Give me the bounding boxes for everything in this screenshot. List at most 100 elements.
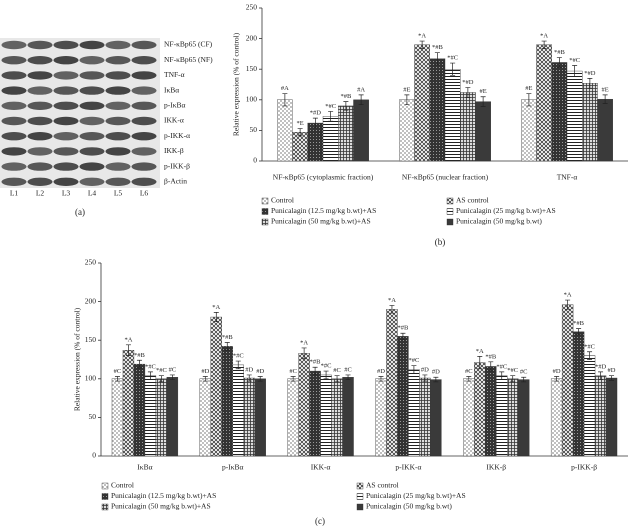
error-bar xyxy=(400,332,406,340)
error-bar xyxy=(587,351,593,360)
blot-band xyxy=(1,56,27,65)
x-tick-label: p-IKK-β xyxy=(571,463,597,472)
error-bar xyxy=(480,96,486,107)
annotation: *#C xyxy=(156,367,167,374)
annotation: *#B xyxy=(222,334,234,341)
y-tick-label: 150 xyxy=(85,335,97,344)
error-bar xyxy=(602,94,608,104)
annotation: #C xyxy=(333,367,341,374)
blot-band xyxy=(105,40,131,50)
blot-band xyxy=(105,56,131,65)
error-bar xyxy=(343,101,349,111)
error-bar xyxy=(554,376,560,382)
error-bar xyxy=(312,117,318,129)
y-tick-label: 200 xyxy=(85,296,97,305)
legend-swatch xyxy=(101,503,109,511)
blot-band xyxy=(105,162,131,171)
blot-band xyxy=(1,177,27,186)
lane-label: L3 xyxy=(62,189,71,198)
error-bar xyxy=(158,375,164,383)
error-bar xyxy=(378,376,384,382)
annotation: #E xyxy=(403,86,410,93)
bar xyxy=(460,92,476,162)
error-bar xyxy=(114,376,120,382)
legend-swatch xyxy=(101,482,109,490)
error-bar xyxy=(488,361,494,372)
legend-label: Punicalagin (12.5 mg/kg b.wt)+AS xyxy=(271,206,376,215)
bar xyxy=(550,378,563,457)
legend-swatch xyxy=(261,218,269,226)
bar xyxy=(199,378,211,457)
error-bar xyxy=(576,328,582,336)
error-bar xyxy=(499,371,505,380)
bar xyxy=(419,377,431,457)
blot-band xyxy=(1,101,27,111)
bar xyxy=(307,122,324,162)
bar xyxy=(298,353,310,457)
legend-swatch xyxy=(261,208,269,215)
error-bar xyxy=(422,374,428,382)
error-bar xyxy=(598,371,604,380)
bar xyxy=(210,316,222,457)
blot-band xyxy=(53,101,79,111)
error-bar xyxy=(169,374,175,380)
blot-band xyxy=(79,86,105,95)
error-bar xyxy=(389,305,395,314)
blot-band xyxy=(79,116,105,126)
y-tick-label: 150 xyxy=(246,64,258,73)
legend-swatch xyxy=(356,482,364,490)
annotation: *#C xyxy=(584,343,595,350)
bar xyxy=(342,377,354,457)
blot-band xyxy=(27,147,53,156)
blot-band xyxy=(131,71,157,80)
legend-swatch xyxy=(261,197,269,205)
legend-swatch xyxy=(356,503,364,511)
x-tick-label: NF-κBp65 (nuclear fraction) xyxy=(402,173,489,182)
blot-band xyxy=(53,147,79,156)
legend-label: AS control xyxy=(366,481,399,490)
error-bar xyxy=(465,87,471,98)
blot-band xyxy=(53,71,79,80)
blot-band xyxy=(27,40,53,50)
blot-band xyxy=(27,101,53,111)
annotation: #D xyxy=(608,367,616,374)
error-bar xyxy=(411,365,417,374)
bar xyxy=(397,336,409,457)
blot-row-label: β-Actin xyxy=(164,177,187,186)
annotation: #C xyxy=(520,369,528,376)
legend-label: Punicalagin (50 mg/kg b.wt) xyxy=(366,502,452,511)
blot-band xyxy=(105,116,131,126)
bar xyxy=(122,350,135,457)
annotation: *A xyxy=(418,33,426,40)
blot-band xyxy=(27,116,53,126)
annotation: *A xyxy=(212,304,220,311)
y-tick-label: 50 xyxy=(89,412,97,421)
bar xyxy=(277,99,293,162)
bar xyxy=(485,366,497,457)
lane-label: L4 xyxy=(88,189,97,198)
blot-band xyxy=(79,71,105,80)
legend-label: Punicalagin (25 mg/kg b.wt)+AS xyxy=(456,206,556,215)
legend-swatch xyxy=(101,493,109,500)
annotation: *#B xyxy=(554,49,566,56)
bar xyxy=(309,370,321,457)
blot-band xyxy=(27,86,53,95)
error-bar xyxy=(312,366,318,376)
error-bar xyxy=(572,65,578,77)
bar xyxy=(254,378,266,457)
annotation: *#C xyxy=(569,57,580,64)
error-bar xyxy=(609,375,615,381)
blot-row-label: NF-κBp65 (NF) xyxy=(164,55,213,64)
blot-band xyxy=(27,71,53,80)
annotation: *#B xyxy=(573,320,585,327)
legend-label: Control xyxy=(271,196,294,205)
annotation: *#C xyxy=(233,353,244,360)
error-bar xyxy=(526,93,532,107)
blot-band xyxy=(53,86,79,95)
annotation: *A xyxy=(388,297,396,304)
blot-band xyxy=(79,101,105,111)
bar xyxy=(408,369,420,457)
bar xyxy=(430,379,442,457)
legend-label: Control xyxy=(111,481,134,490)
annotation: *A xyxy=(564,292,572,299)
